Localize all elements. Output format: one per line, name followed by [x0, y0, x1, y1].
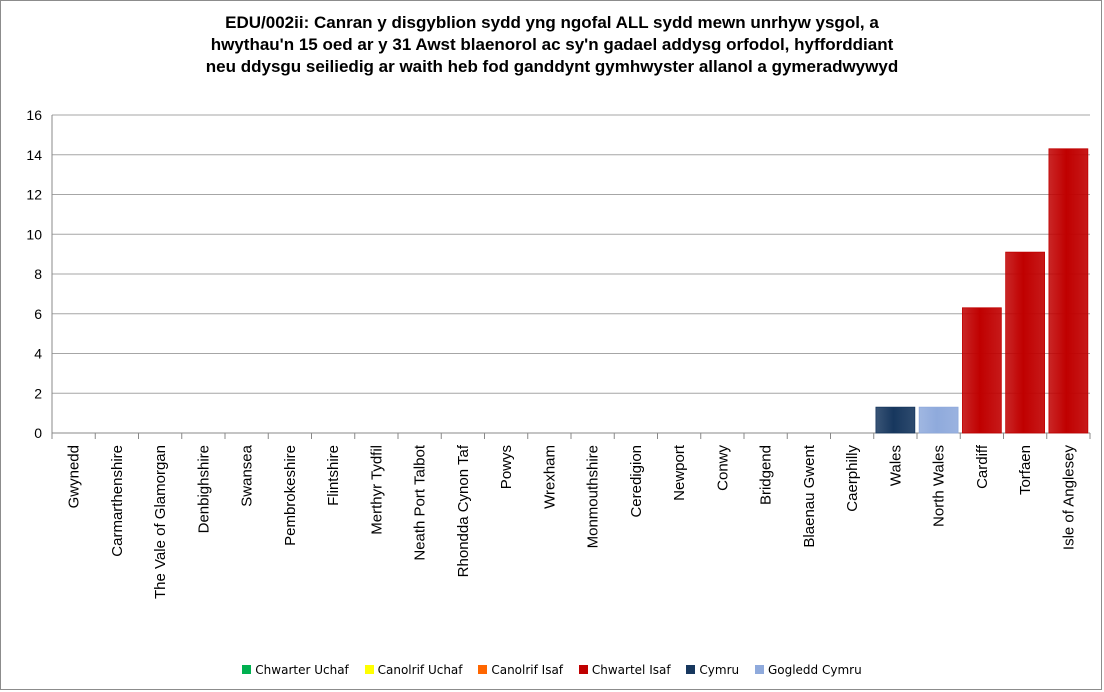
legend-label: Chwarter Uchaf [255, 663, 349, 677]
legend-swatch [478, 665, 488, 674]
x-tick-label: Rhondda Cynon Taf [455, 444, 472, 577]
y-tick-label: 10 [26, 226, 42, 242]
x-tick-label: Merthyr Tydfil [368, 445, 385, 535]
x-tick-label: Gwynedd [66, 445, 83, 508]
x-tick-label: Powys [498, 445, 515, 489]
legend-item: Chwartel Isaf [578, 663, 671, 677]
bar-wales [875, 406, 916, 434]
legend-item: Canolrif Uchaf [364, 663, 463, 677]
x-tick-label: Swansea [239, 444, 256, 506]
legend-swatch [578, 665, 588, 674]
legend-item: Chwarter Uchaf [242, 663, 349, 677]
bar-north-wales [918, 406, 959, 434]
x-tick-label: Cardiff [974, 444, 991, 489]
y-tick-label: 12 [26, 187, 42, 203]
x-tick-label: Conwy [714, 445, 731, 491]
y-tick-label: 2 [34, 385, 42, 401]
chart-title-line: neu ddysgu seiliedig ar waith heb fod ga… [205, 57, 899, 76]
bar-isle-of-anglesey [1048, 148, 1089, 434]
y-tick-label: 6 [34, 306, 42, 322]
legend-swatch [364, 665, 374, 674]
x-tick-label: Flintshire [325, 445, 342, 506]
y-tick-label: 4 [34, 346, 42, 362]
y-tick-label: 16 [26, 107, 42, 123]
x-tick-label: Carmarthenshire [109, 445, 126, 557]
chart-title-line: EDU/002ii: Canran y disgyblion sydd yng … [225, 13, 879, 32]
bar-cardiff [962, 307, 1002, 434]
legend-item: Canolrif Isaf [478, 663, 563, 677]
x-tick-label: Monmouthshire [585, 445, 602, 548]
chart-title-line: hwythau'n 15 oed ar y 31 Awst blaenorol … [210, 35, 894, 54]
legend-item: Gogledd Cymru [754, 663, 862, 677]
legend-label: Canolrif Uchaf [377, 663, 463, 677]
y-tick-label: 8 [34, 266, 42, 282]
x-tick-label: Caerphilly [844, 445, 861, 512]
x-tick-label: North Wales [931, 445, 948, 527]
legend-label: Chwartel Isaf [591, 663, 671, 677]
legend-item: Cymru [686, 663, 739, 677]
x-tick-label: Bridgend [758, 445, 775, 505]
x-tick-label: Wrexham [541, 445, 558, 509]
legend-swatch [686, 665, 696, 674]
legend-swatch [754, 665, 764, 674]
x-tick-label: Pembrokeshire [282, 445, 299, 546]
y-tick-label: 14 [26, 147, 42, 163]
x-tick-label: Denbighshire [195, 445, 212, 533]
x-tick-label: Ceredigion [628, 445, 645, 518]
legend-label: Canolrif Isaf [491, 663, 564, 677]
legend-swatch [242, 665, 252, 674]
chart-title: EDU/002ii: Canran y disgyblion sydd yng … [0, 12, 1104, 78]
legend-label: Cymru [699, 663, 740, 677]
x-tick-label: Newport [671, 444, 688, 501]
y-tick-label: 0 [34, 425, 42, 441]
x-tick-label: Neath Port Talbot [412, 444, 429, 560]
x-tick-label: Torfaen [1017, 445, 1034, 495]
x-tick-label: Wales [887, 445, 904, 486]
x-tick-label: Blaenau Gwent [801, 444, 818, 547]
chart-legend: Chwarter Uchaf Canolrif Uchaf Canolrif I… [0, 663, 1104, 677]
x-tick-label: Isle of Anglesey [1060, 445, 1077, 551]
x-tick-label: The Vale of Glamorgan [152, 445, 169, 599]
bar-torfaen [1005, 251, 1045, 434]
legend-label: Gogledd Cymru [767, 663, 862, 677]
